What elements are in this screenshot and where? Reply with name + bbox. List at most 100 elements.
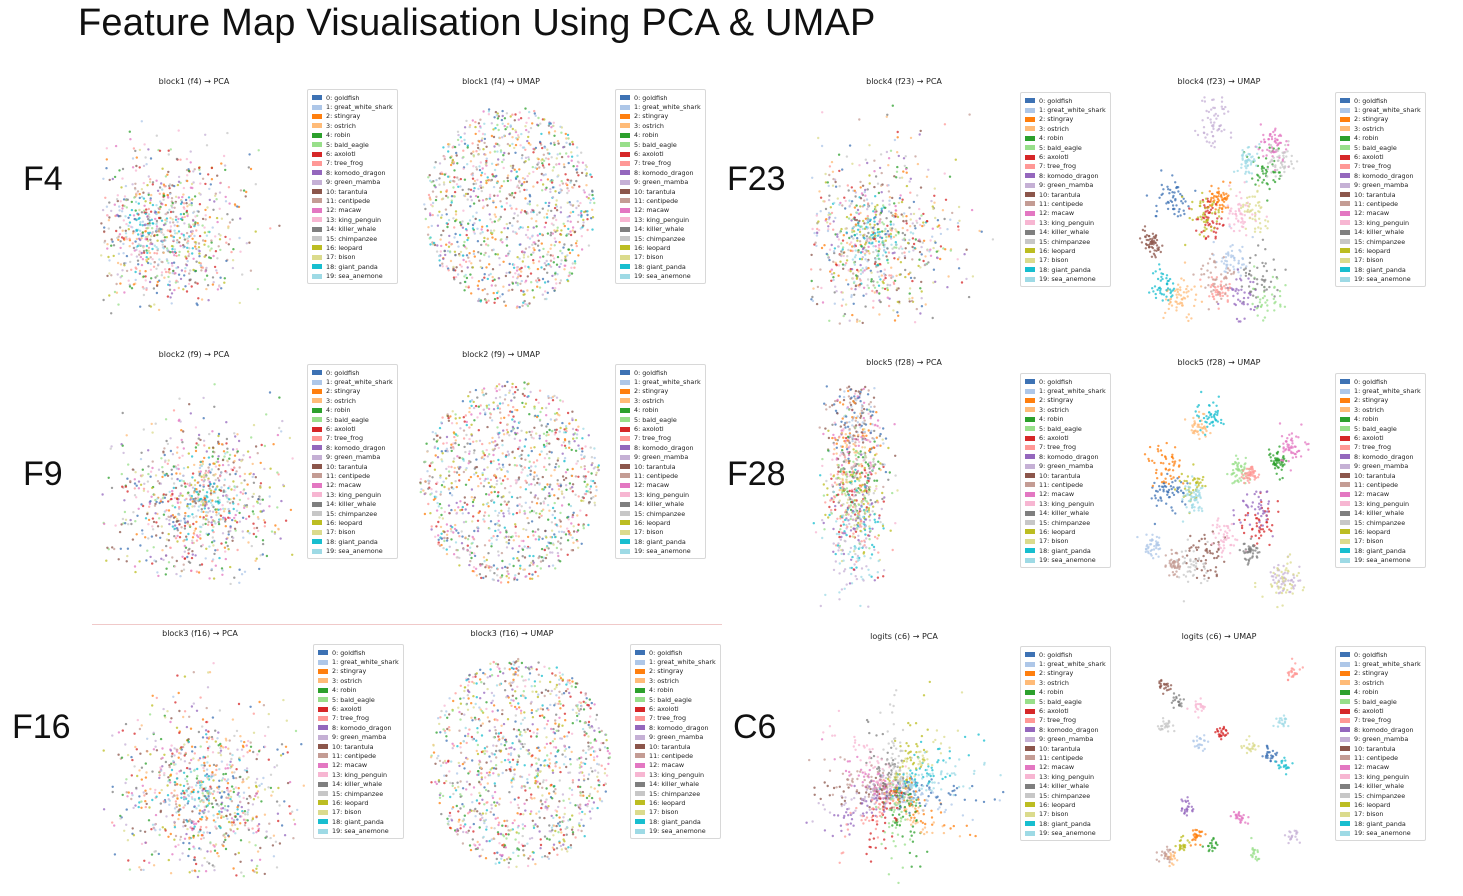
scatter-point: [1206, 209, 1209, 212]
scatter-point: [162, 513, 166, 516]
scatter-point: [884, 251, 887, 254]
scatter-point: [1222, 256, 1225, 259]
scatter-point: [149, 201, 152, 205]
legend-item: 17: bison: [1025, 256, 1106, 265]
scatter-point: [873, 228, 876, 232]
legend-item: 12: macaw: [312, 206, 393, 215]
scatter-point: [550, 181, 554, 184]
scatter-point: [514, 151, 517, 154]
scatter-point: [876, 254, 879, 258]
scatter-point: [1248, 202, 1251, 206]
scatter-point: [1202, 235, 1206, 238]
scatter-point: [456, 273, 460, 276]
scatter-point: [184, 511, 187, 515]
scatter-point: [493, 150, 497, 153]
scatter-point: [205, 274, 209, 277]
scatter-point: [1143, 229, 1147, 233]
scatter-point: [947, 275, 950, 278]
scatter-point: [575, 179, 578, 183]
scatter-point: [183, 519, 186, 522]
scatter-point: [108, 294, 111, 297]
scatter-point: [147, 231, 150, 235]
scatter-point: [224, 520, 227, 523]
scatter-point: [519, 144, 522, 147]
scatter-point: [1240, 225, 1244, 228]
scatter-point: [1181, 195, 1184, 199]
scatter-point: [861, 267, 864, 270]
scatter-point: [180, 269, 184, 272]
scatter-point: [234, 486, 237, 489]
scatter-point: [231, 518, 234, 522]
scatter-point: [513, 168, 516, 171]
scatter-point: [219, 181, 222, 185]
scatter-point: [162, 472, 165, 475]
scatter-point: [205, 514, 209, 517]
scatter-point: [194, 245, 197, 248]
scatter-point: [177, 180, 181, 183]
scatter-point: [1205, 109, 1208, 113]
scatter-point: [475, 168, 479, 171]
scatter-point: [180, 201, 184, 204]
scatter-point: [934, 280, 937, 283]
legend-swatch: [312, 388, 322, 394]
scatter-point: [911, 232, 915, 235]
scatter-point: [159, 498, 163, 501]
scatter-point: [827, 211, 831, 215]
scatter-point: [1210, 184, 1213, 188]
scatter-point: [223, 277, 226, 280]
scatter-point: [877, 246, 880, 249]
scatter-point: [278, 224, 281, 227]
scatter-point: [129, 260, 132, 264]
scatter-point: [586, 210, 589, 213]
scatter-point: [452, 186, 455, 189]
scatter-point: [1243, 210, 1246, 213]
scatter-point: [269, 227, 272, 230]
scatter-point: [851, 230, 854, 234]
scatter-point: [496, 194, 499, 197]
scatter-point: [1235, 317, 1239, 321]
scatter-point: [103, 230, 106, 233]
scatter-point: [206, 284, 210, 287]
scatter-point: [1273, 309, 1276, 312]
scatter-point: [122, 198, 126, 201]
scatter-point: [193, 463, 196, 467]
scatter-point: [185, 209, 189, 213]
legend-item: 18: giant_panda: [1340, 265, 1421, 274]
scatter-point: [1247, 158, 1250, 161]
scatter-point: [127, 463, 130, 466]
scatter-point: [201, 266, 205, 269]
scatter-point: [456, 240, 459, 244]
scatter-point: [1241, 157, 1244, 160]
legend-label: 9: green_mamba: [326, 453, 381, 462]
scatter-point: [135, 248, 138, 252]
scatter-point: [150, 232, 154, 235]
legend-item: 8: komodo_dragon: [620, 168, 701, 177]
scatter-point: [224, 452, 227, 455]
scatter-point: [594, 473, 598, 477]
scatter-point: [102, 298, 105, 302]
scatter-point: [1175, 306, 1178, 309]
scatter-point: [272, 443, 275, 446]
scatter-point: [429, 214, 432, 217]
scatter-point: [474, 217, 477, 221]
legend-label: 11: centipede: [1354, 199, 1399, 208]
scatter-point: [1187, 313, 1190, 316]
scatter-point: [870, 234, 873, 237]
scatter-point: [170, 204, 173, 207]
scatter-point: [199, 182, 202, 185]
legend-swatch: [1340, 267, 1350, 273]
scatter-point: [855, 204, 858, 207]
scatter-point: [1265, 154, 1268, 157]
scatter-point: [538, 166, 541, 169]
scatter-point: [217, 434, 220, 438]
scatter-point: [194, 221, 197, 224]
scatter-point: [255, 557, 258, 560]
scatter-point: [1266, 167, 1269, 171]
scatter-point: [844, 227, 847, 230]
scatter-point: [516, 184, 519, 187]
scatter-point: [1211, 206, 1214, 210]
scatter-point: [1248, 171, 1251, 175]
scatter-point: [485, 179, 488, 182]
scatter-point: [186, 466, 190, 469]
scatter-point: [209, 489, 213, 492]
